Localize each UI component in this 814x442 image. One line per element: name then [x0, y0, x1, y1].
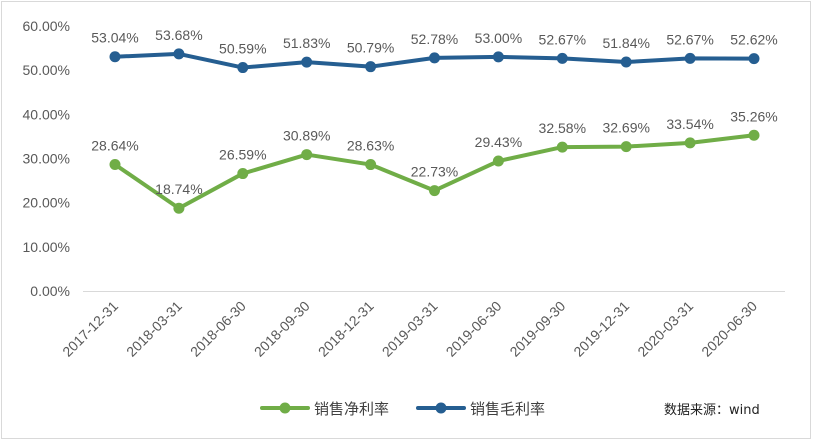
data-label: 32.69%: [602, 120, 649, 136]
data-point: [237, 168, 249, 180]
data-point: [748, 129, 760, 141]
x-tick-label: 2019-09-30: [506, 298, 568, 360]
data-point: [556, 52, 568, 64]
data-point: [109, 51, 121, 63]
y-tick-label: 30.00%: [23, 151, 70, 167]
data-point: [429, 52, 440, 64]
data-label: 32.58%: [539, 120, 586, 136]
data-label: 51.83%: [283, 35, 330, 51]
series-1: [109, 48, 760, 74]
source-note: 数据来源：wind: [664, 403, 760, 418]
data-label: 50.79%: [347, 40, 394, 56]
data-label: 53.68%: [155, 27, 202, 43]
x-axis: 2017-12-31 2018-03-31 2018-06-30 2018-09-30…: [59, 291, 785, 360]
data-point: [365, 159, 377, 171]
data-point: [748, 53, 760, 65]
data-point: [237, 62, 249, 74]
data-point: [620, 141, 632, 153]
y-tick-label: 60.00%: [23, 18, 70, 34]
x-tick-label: 2019-06-30: [443, 298, 505, 360]
legend-marker: [435, 402, 447, 414]
data-point: [556, 141, 568, 153]
data-label: 28.64%: [91, 138, 138, 154]
data-point: [301, 149, 313, 161]
data-label: 33.54%: [666, 116, 713, 132]
x-tick-label: 2018-03-31: [123, 298, 185, 360]
y-tick-label: 0.00%: [30, 283, 70, 299]
series-0: [109, 129, 760, 214]
data-label: 26.59%: [219, 147, 266, 163]
data-label: 29.43%: [475, 134, 522, 150]
data-point: [492, 51, 504, 63]
y-tick-label: 50.00%: [23, 62, 70, 78]
data-point: [684, 137, 696, 149]
y-axis: 0.00% 10.00% 20.00% 30.00% 40.00% 50.00% 60.00…: [23, 18, 70, 299]
x-tick-label: 2018-09-30: [251, 298, 313, 360]
x-tick-label: 2018-06-30: [187, 298, 249, 360]
data-label: 18.74%: [155, 181, 202, 197]
data-point: [109, 159, 121, 171]
data-point: [301, 56, 313, 68]
legend-marker: [279, 402, 291, 414]
data-point: [173, 48, 185, 60]
data-point: [684, 52, 696, 64]
data-point: [492, 155, 504, 167]
y-tick-label: 10.00%: [23, 239, 70, 255]
x-tick-label: 2019-03-31: [379, 298, 441, 360]
data-point: [173, 202, 185, 214]
data-label: 51.84%: [602, 35, 649, 51]
data-label: 53.04%: [91, 30, 138, 46]
x-tick-label: 2020-03-31: [634, 298, 696, 360]
y-tick-label: 40.00%: [23, 106, 70, 122]
legend: 销售净利率 销售毛利率: [260, 400, 545, 418]
data-label: 52.67%: [539, 31, 586, 47]
data-point: [429, 185, 440, 197]
data-point: [365, 61, 377, 73]
data-label: 52.78%: [411, 31, 458, 47]
series-layer: [109, 48, 760, 214]
legend-label: 销售毛利率: [470, 400, 545, 418]
data-label: 52.62%: [730, 32, 777, 48]
data-label: 52.67%: [666, 31, 713, 47]
data-label: 50.59%: [219, 41, 266, 57]
legend-item-gross-margin: 销售毛利率: [416, 400, 545, 418]
x-tick-label: 2018-12-31: [315, 298, 377, 360]
data-labels: 28.64% 18.74% 26.59% 30.89% 28.63% 22.73% 29.4…: [91, 27, 777, 197]
data-label: 53.00%: [475, 30, 522, 46]
data-point: [620, 56, 632, 68]
data-label: 35.26%: [730, 108, 777, 124]
data-label: 28.63%: [347, 138, 394, 154]
x-tick-label: 2017-12-31: [59, 298, 121, 360]
x-tick-label: 2020-06-30: [698, 298, 760, 360]
data-label: 30.89%: [283, 128, 330, 144]
legend-item-net-margin: 销售净利率: [260, 400, 389, 418]
legend-label: 销售净利率: [314, 400, 389, 418]
y-tick-label: 20.00%: [23, 195, 70, 211]
data-label: 22.73%: [411, 164, 458, 180]
x-tick-label: 2019-12-31: [570, 298, 632, 360]
